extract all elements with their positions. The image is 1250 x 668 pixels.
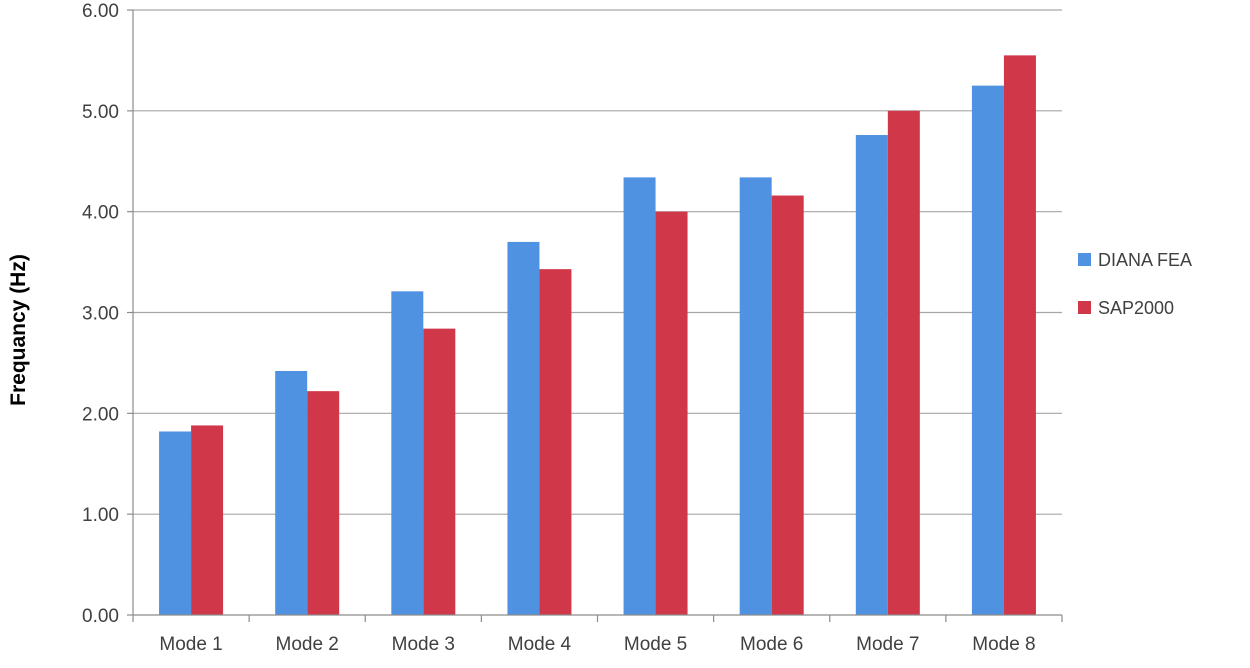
bar-sap2000-mode-7 bbox=[887, 110, 920, 615]
legend-label: SAP2000 bbox=[1098, 298, 1174, 318]
x-tick-label: Mode 5 bbox=[624, 634, 687, 655]
y-tick-label: 3.00 bbox=[82, 304, 119, 325]
bar-diana-fea-mode-2 bbox=[275, 370, 308, 615]
x-tick-label: Mode 4 bbox=[508, 634, 572, 655]
x-tick-label: Mode 6 bbox=[740, 634, 803, 655]
bar-sap2000-mode-6 bbox=[771, 195, 804, 616]
y-tick-label: 4.00 bbox=[82, 203, 119, 224]
legend: DIANA FEA SAP2000 bbox=[1078, 250, 1192, 318]
bar-sap2000-mode-8 bbox=[1003, 55, 1036, 615]
bar-diana-fea-mode-6 bbox=[739, 177, 772, 615]
bar-diana-fea-mode-4 bbox=[507, 241, 540, 615]
bar-sap2000-mode-3 bbox=[423, 328, 456, 615]
bars bbox=[159, 55, 1036, 616]
bar-sap2000-mode-1 bbox=[191, 425, 224, 615]
y-axis-title: Frequancy (Hz) bbox=[7, 254, 30, 406]
x-tick-label: Mode 2 bbox=[276, 634, 339, 655]
bar-diana-fea-mode-5 bbox=[623, 177, 656, 615]
legend-label: DIANA FEA bbox=[1098, 250, 1192, 270]
legend-swatch bbox=[1078, 301, 1091, 314]
x-tick-label: Mode 1 bbox=[159, 634, 222, 655]
y-tick-label: 6.00 bbox=[82, 1, 119, 22]
bar-diana-fea-mode-7 bbox=[855, 135, 888, 616]
y-tick-label: 0.00 bbox=[82, 606, 119, 627]
y-tick-label: 5.00 bbox=[82, 102, 119, 123]
y-tick-label: 2.00 bbox=[82, 404, 119, 425]
bar-sap2000-mode-2 bbox=[307, 391, 340, 615]
bar-diana-fea-mode-3 bbox=[391, 291, 424, 615]
legend-swatch bbox=[1078, 253, 1091, 266]
x-tick-label: Mode 3 bbox=[392, 634, 455, 655]
y-tick-label: 1.00 bbox=[82, 505, 119, 526]
axes: 0.00 1.00 2.00 3.00 4.00 5.00 6.00 Mode 1 Mode 2… bbox=[82, 1, 1063, 655]
gridlines bbox=[133, 9, 1062, 515]
x-tick-label: Mode 8 bbox=[972, 634, 1035, 655]
bar-diana-fea-mode-8 bbox=[971, 85, 1004, 615]
x-tick-label: Mode 7 bbox=[856, 634, 919, 655]
bar-sap2000-mode-5 bbox=[655, 211, 688, 615]
bar-diana-fea-mode-1 bbox=[159, 431, 192, 615]
bar-sap2000-mode-4 bbox=[539, 269, 572, 615]
